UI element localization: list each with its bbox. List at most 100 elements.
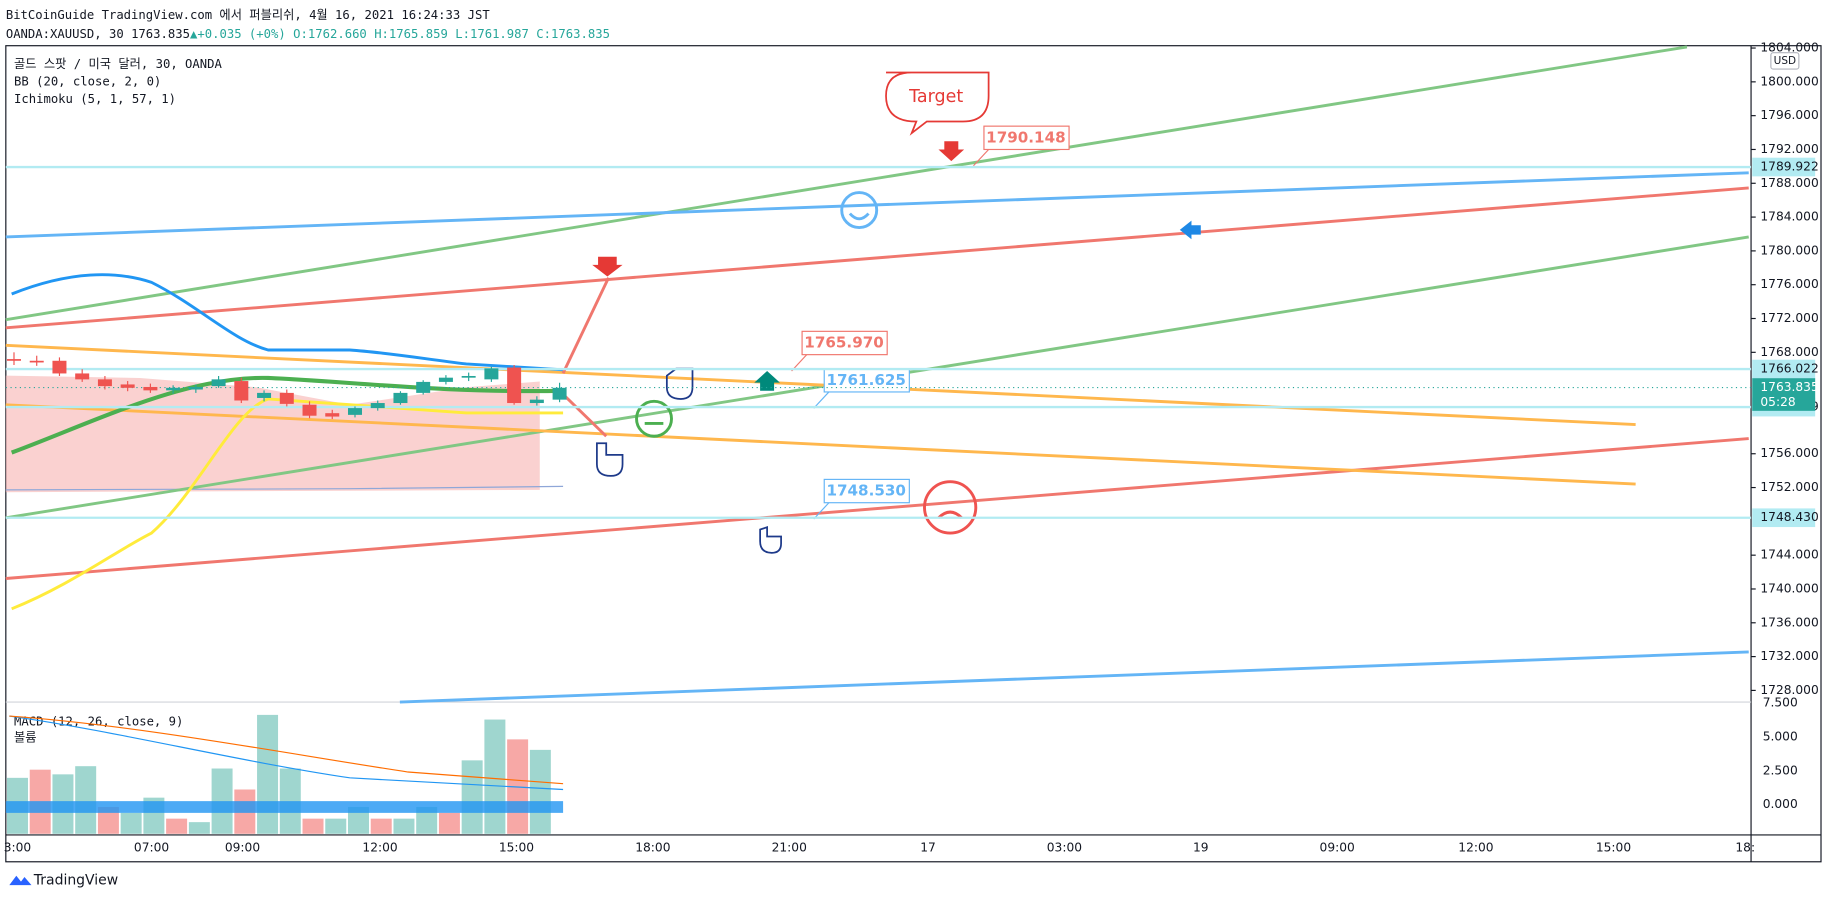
level-label: 1789.922 — [1760, 160, 1818, 174]
legend-macd: MACD (12, 26, close, 9) — [14, 714, 183, 728]
price-tick-label: 1780.000 — [1760, 243, 1818, 257]
candle-body — [416, 381, 431, 393]
volume-bar — [325, 818, 347, 834]
symbol-line: OANDA:XAUUSD, 30 1763.835▲+0.035 (+0%) O… — [6, 27, 610, 41]
candle-body — [75, 373, 90, 380]
volume-bar — [393, 818, 415, 834]
price-tick-label: 1736.000 — [1760, 615, 1818, 629]
candle-body — [484, 368, 499, 380]
legend-volume: 볼륨 — [14, 731, 37, 745]
time-label: 17 — [920, 840, 936, 854]
price-tick-label: 1804.000 — [1760, 41, 1818, 55]
last: 1763.835 — [131, 27, 190, 41]
volume-bar — [166, 818, 188, 834]
cloud-edge — [5, 485, 564, 491]
bb-basis — [10, 375, 564, 455]
neutral-icon — [635, 399, 673, 438]
time-label: 12:00 — [362, 840, 397, 854]
published: BitCoinGuide TradingView.com 에서 퍼블리쉬, 4월… — [6, 8, 491, 22]
price-tick-label: 1784.000 — [1760, 210, 1818, 224]
bb-upper — [11, 273, 564, 372]
volume-bar — [347, 806, 369, 834]
price-note — [823, 478, 910, 504]
macd-line — [9, 715, 564, 791]
price-tick-label: 1796.000 — [1760, 108, 1818, 122]
high: H:1765.859 — [374, 27, 448, 41]
trend-line — [5, 45, 1688, 322]
symbol: OANDA:XAUUSD, 30 — [6, 27, 124, 41]
candle-body — [234, 381, 249, 401]
candle-body — [438, 377, 453, 382]
candle-body — [29, 360, 44, 363]
price-tick-label: 1800.000 — [1760, 74, 1818, 88]
arrow — [561, 277, 610, 438]
time-label: 03:00 — [1047, 840, 1082, 854]
candle-body — [461, 375, 476, 378]
candle-body — [325, 413, 340, 417]
candle-body — [529, 399, 544, 404]
current-label: 1763.835 — [1760, 380, 1818, 394]
time-label: 15:00 — [499, 840, 534, 854]
time-label: 07:00 — [134, 840, 169, 854]
price-tick-label: 1740.000 — [1760, 581, 1818, 595]
down-arrow — [592, 256, 623, 277]
volume-bar — [75, 766, 97, 834]
volume-bar — [302, 818, 324, 834]
macd-tick-label: 0.000 — [1763, 797, 1798, 811]
candle-body — [370, 403, 385, 409]
candle-body — [97, 379, 112, 387]
candle-body — [507, 367, 522, 404]
time-label: 18: — [1735, 840, 1755, 854]
drawings: Target 1790.148 1765.970 1761.625 1748.5… — [5, 45, 1749, 704]
price-tick-label: 1752.000 — [1760, 480, 1818, 494]
current-badge — [1752, 378, 1816, 411]
volume-bar — [484, 719, 506, 834]
open: O:1762.660 — [293, 27, 367, 41]
candle-body — [279, 392, 294, 404]
trend-line — [5, 403, 1636, 486]
volume-bar — [438, 812, 460, 834]
currency-badge — [1770, 52, 1800, 70]
close: C:1763.835 — [536, 27, 610, 41]
time-label: 21:00 — [772, 840, 807, 854]
price-note-label: 1761.625 — [826, 371, 906, 389]
target-bubble — [885, 71, 990, 136]
time-label: 3:00 — [4, 840, 31, 854]
price-note-label: 1765.970 — [804, 333, 884, 351]
volume-bar — [416, 806, 438, 834]
change: ▲+0.035 (+0%) — [190, 27, 286, 41]
time-label: 09:00 — [225, 840, 260, 854]
time-label: 15:00 — [1596, 840, 1631, 854]
trend-line — [399, 650, 1749, 704]
smile-mouth — [848, 212, 870, 221]
candle-body — [257, 392, 272, 398]
candle-body — [302, 404, 317, 416]
time-label: 12:00 — [1458, 840, 1493, 854]
price-tick-label: 1788.000 — [1760, 176, 1818, 190]
candle-body — [6, 359, 21, 361]
level-label: 1748.430 — [1760, 510, 1818, 524]
time-label: 09:00 — [1320, 840, 1355, 854]
time-label: 18:00 — [635, 840, 670, 854]
signal-line — [9, 715, 564, 785]
candle-body — [393, 392, 408, 404]
volume-bar — [461, 760, 483, 834]
price-tick-label: 1772.000 — [1760, 311, 1818, 325]
level-badge — [1752, 157, 1816, 177]
time-label: 19 — [1193, 840, 1209, 854]
target-label: Target — [908, 87, 963, 107]
currency: USD — [1774, 55, 1796, 67]
footer: TradingView — [33, 872, 118, 888]
volume-bar — [97, 806, 119, 834]
volume-bar — [529, 749, 551, 834]
legend-title: 골드 스팟 / 미국 달러, 30, OANDA — [14, 57, 223, 71]
volume-bar — [120, 812, 142, 834]
note-pointer — [813, 391, 830, 409]
price-tick-label: 1776.000 — [1760, 277, 1818, 291]
candle-body — [552, 387, 567, 400]
sad-mouth — [937, 510, 963, 519]
volume-bar — [188, 822, 210, 834]
level-label: 1766.022 — [1760, 362, 1818, 376]
